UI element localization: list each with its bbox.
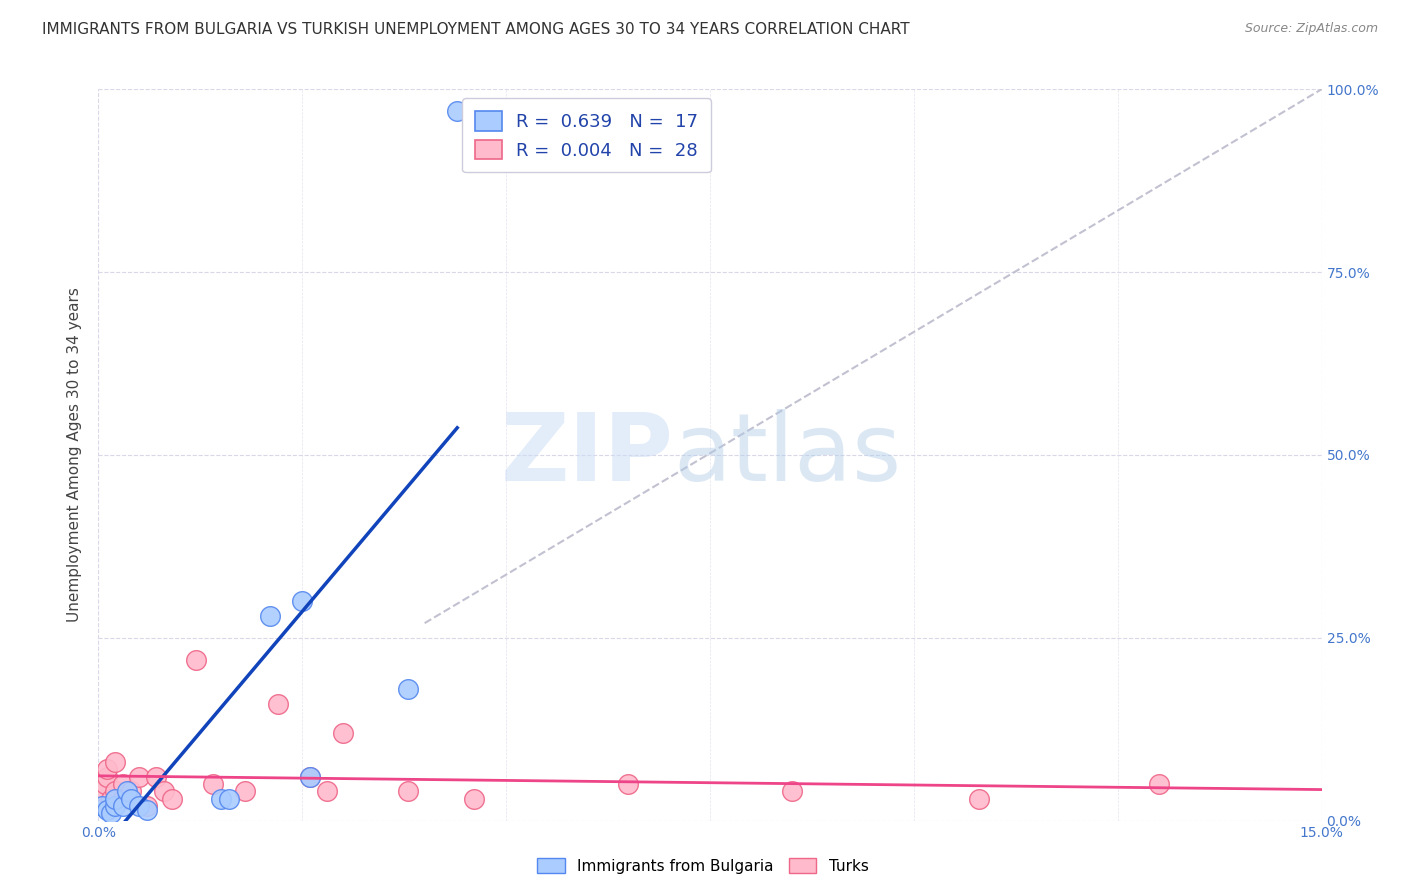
Point — [267, 697, 290, 711]
Point — [96, 763, 118, 777]
Point — [315, 784, 337, 798]
Point — [94, 777, 117, 791]
Point — [396, 784, 419, 798]
Point — [332, 726, 354, 740]
Point — [291, 594, 314, 608]
Point — [152, 784, 174, 798]
Point — [967, 791, 990, 805]
Point — [120, 791, 142, 805]
Point — [446, 104, 468, 119]
Point — [209, 791, 232, 805]
Legend: Immigrants from Bulgaria, Turks: Immigrants from Bulgaria, Turks — [531, 852, 875, 880]
Point — [136, 803, 159, 817]
Point — [111, 799, 134, 814]
Point — [136, 799, 159, 814]
Point — [91, 784, 114, 798]
Text: IMMIGRANTS FROM BULGARIA VS TURKISH UNEMPLOYMENT AMONG AGES 30 TO 34 YEARS CORRE: IMMIGRANTS FROM BULGARIA VS TURKISH UNEM… — [42, 22, 910, 37]
Point — [104, 799, 127, 814]
Point — [1147, 777, 1170, 791]
Point — [104, 791, 127, 805]
Point — [100, 806, 122, 821]
Point — [299, 770, 322, 784]
Point — [259, 608, 281, 623]
Y-axis label: Unemployment Among Ages 30 to 34 years: Unemployment Among Ages 30 to 34 years — [67, 287, 83, 623]
Point — [396, 681, 419, 696]
Point — [617, 777, 640, 791]
Text: ZIP: ZIP — [501, 409, 673, 501]
Point — [91, 799, 114, 814]
Point — [145, 770, 167, 784]
Point — [115, 784, 138, 798]
Point — [128, 770, 150, 784]
Legend: R =  0.639   N =  17, R =  0.004   N =  28: R = 0.639 N = 17, R = 0.004 N = 28 — [463, 98, 711, 172]
Point — [111, 777, 134, 791]
Point — [100, 791, 122, 805]
Point — [96, 803, 118, 817]
Point — [186, 653, 208, 667]
Text: Source: ZipAtlas.com: Source: ZipAtlas.com — [1244, 22, 1378, 36]
Point — [201, 777, 224, 791]
Point — [111, 791, 134, 805]
Point — [96, 770, 118, 784]
Point — [233, 784, 256, 798]
Point — [128, 799, 150, 814]
Point — [120, 784, 142, 798]
Point — [780, 784, 803, 798]
Point — [104, 755, 127, 769]
Point — [463, 791, 485, 805]
Point — [299, 770, 322, 784]
Text: atlas: atlas — [673, 409, 901, 501]
Point — [160, 791, 183, 805]
Point — [218, 791, 240, 805]
Point — [104, 784, 127, 798]
